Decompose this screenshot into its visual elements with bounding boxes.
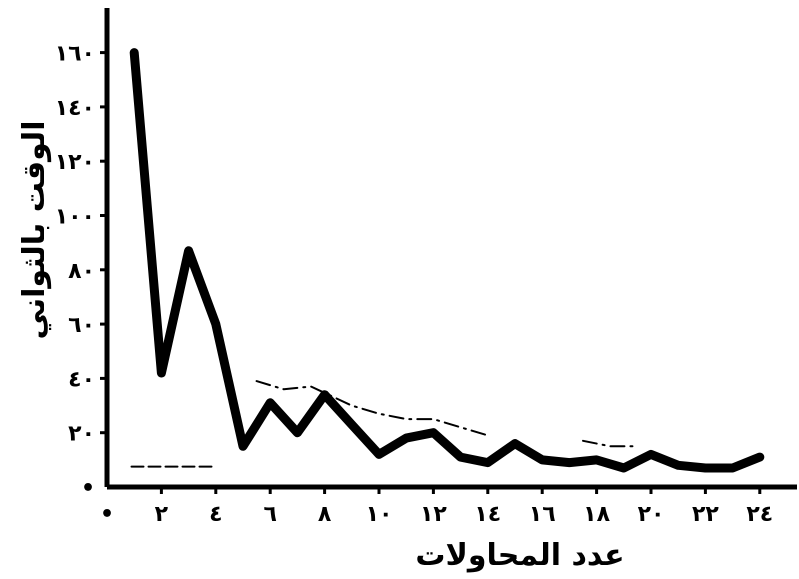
y-tick-label: ١٤٠	[55, 96, 95, 121]
x-tick-label: ٦	[263, 502, 276, 527]
y-axis-title: الوقت بالثواني	[17, 121, 52, 340]
axes	[104, 8, 797, 490]
y-tick-label: ٦٠	[68, 313, 95, 338]
x-tick-label: ٨	[318, 502, 332, 527]
x-axis-title: عدد المحاولات	[415, 538, 624, 573]
x-ticks: • ٢ ٤ ٦ ٨ ١٠ ١٢ ١٤ ١٦ ١٨ ٢٠ ٢٢ ٢٤	[100, 487, 773, 527]
series-line-dash-dot	[582, 439, 639, 448]
x-tick-label: ٢	[155, 502, 169, 527]
series-line-dash-dot	[255, 380, 489, 437]
x-tick-label: •	[100, 502, 114, 527]
series-group	[129, 48, 765, 473]
series-line-main	[129, 48, 765, 473]
x-tick-label: ١٨	[583, 502, 610, 527]
x-tick-label: ١٤	[474, 502, 501, 527]
y-tick-label: ٨٠	[68, 259, 95, 284]
x-tick-label: ٢٤	[746, 502, 773, 527]
x-tick-label: ١٠	[366, 502, 393, 527]
x-tick-label: ٢٠	[638, 502, 665, 527]
x-tick-label: ١٢	[420, 502, 447, 527]
y-tick-label: •	[81, 476, 95, 501]
y-tick-label: ١٠٠	[55, 205, 95, 230]
y-tick-label: ٤٠	[68, 367, 95, 392]
y-tick-label: ١٦٠	[55, 42, 95, 67]
x-tick-label: ٤	[209, 502, 222, 527]
y-ticks: • ٢٠ ٤٠ ٦٠ ٨٠ ١٠٠ ١٢٠ ١٤٠ ١٦٠	[55, 42, 107, 501]
x-tick-label: ١٦	[529, 502, 556, 527]
y-tick-label: ١٢٠	[55, 150, 95, 175]
y-tick-label: ٢٠	[68, 422, 95, 447]
x-tick-label: ٢٢	[692, 502, 719, 527]
